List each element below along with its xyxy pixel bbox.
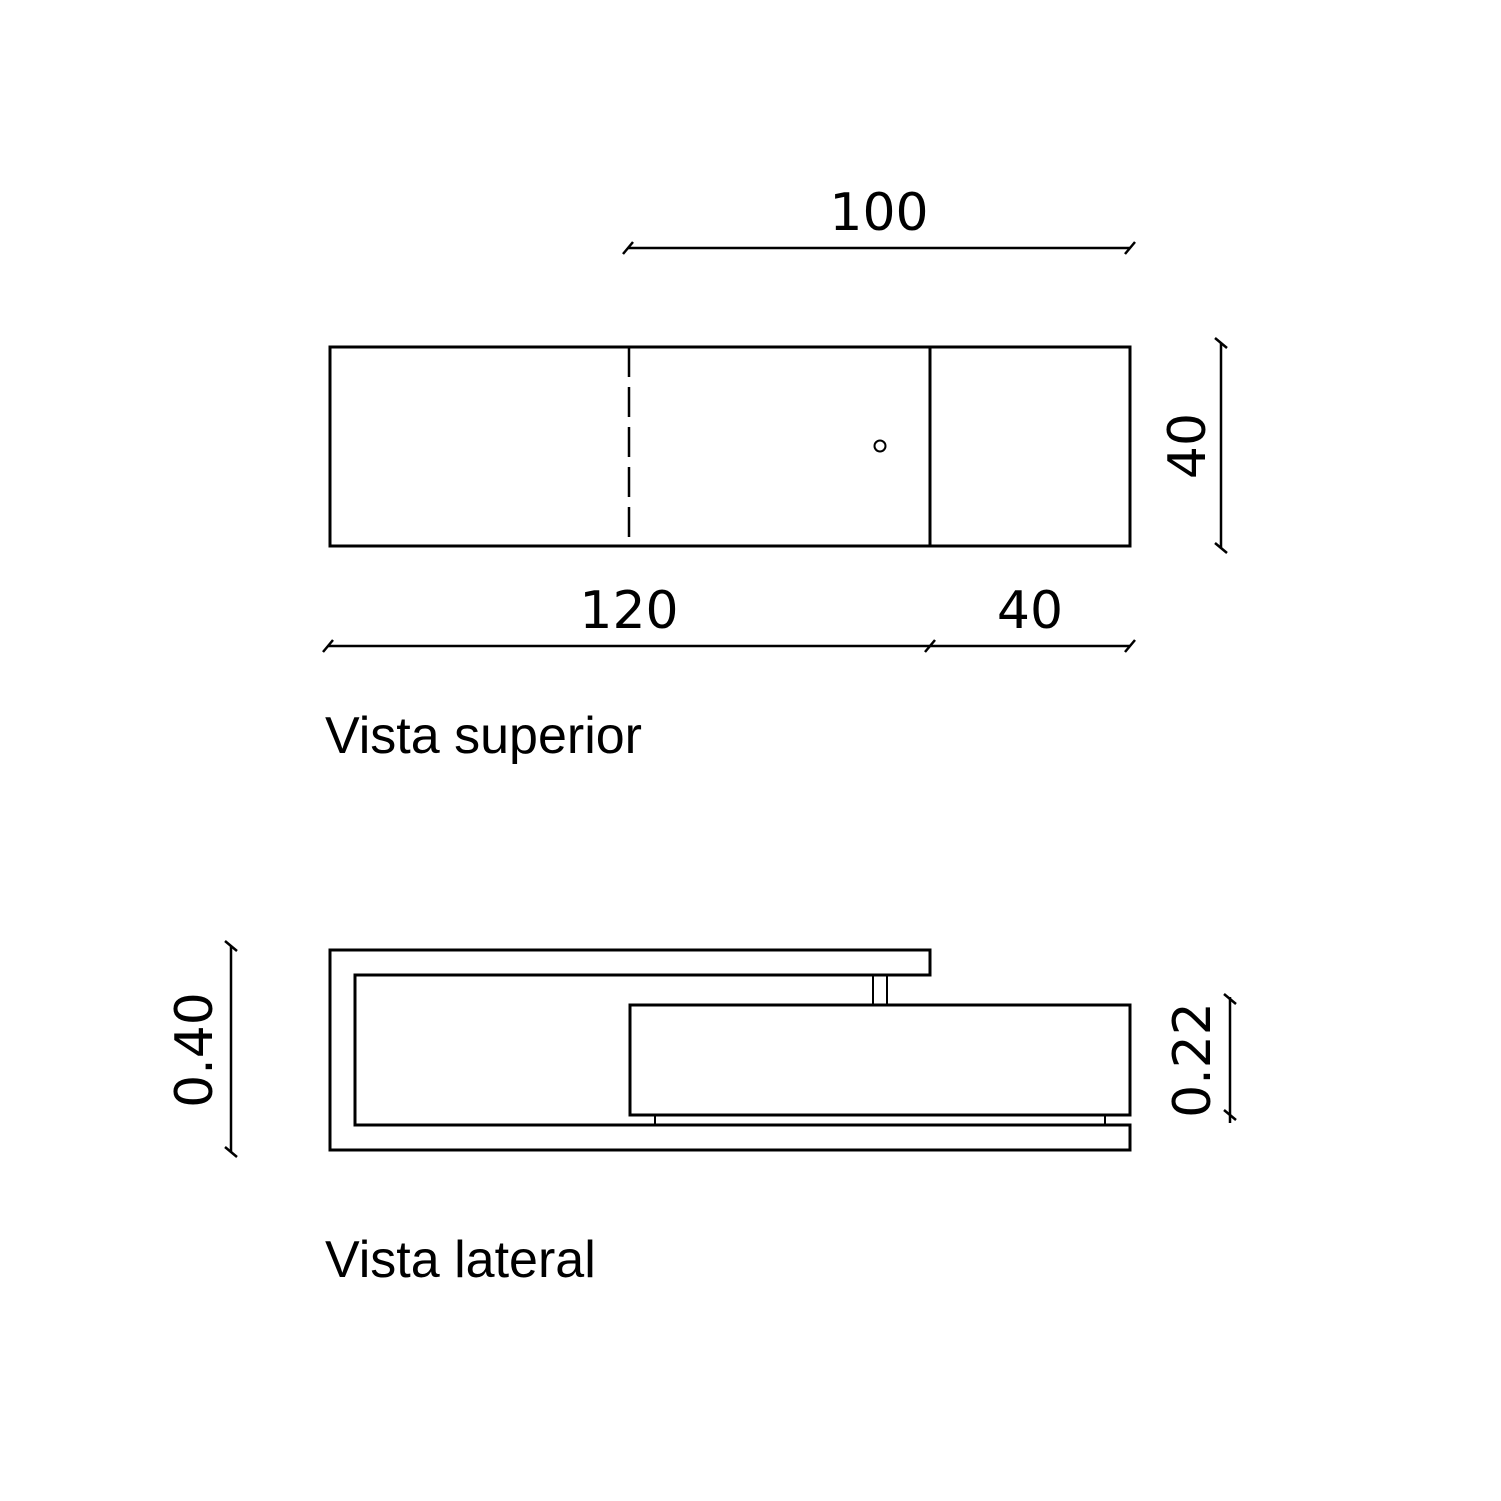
top-view-outline	[328, 345, 1132, 548]
dimension-height-total-text: 0.40	[165, 992, 225, 1108]
dimension-overall-upper-text: 100	[829, 183, 928, 243]
dimension-height-total: 0.40	[165, 940, 238, 1158]
dimension-length-main-text: 120	[579, 581, 678, 641]
top-view-label: Vista superior	[325, 707, 642, 765]
side-view: 0.40 0.22 Vista lateral	[165, 940, 1237, 1289]
dimension-overall-upper: 100	[622, 183, 1136, 255]
dimension-length-side-text: 40	[997, 581, 1063, 641]
dimension-depth: 40	[1158, 337, 1228, 554]
dimension-height-box-text: 0.22	[1163, 1002, 1223, 1118]
dimension-height-box: 0.22	[1163, 993, 1237, 1123]
dimension-depth-text: 40	[1158, 413, 1218, 479]
side-view-frame	[328, 948, 1132, 1152]
side-view-label: Vista lateral	[325, 1231, 596, 1289]
top-view: 100 40 120 40 Vista superior	[322, 183, 1228, 765]
dimension-length-chain: 120 40	[322, 581, 1136, 653]
top-view-pivot-circle	[873, 439, 887, 453]
side-view-drawer-box	[628, 1003, 1132, 1117]
